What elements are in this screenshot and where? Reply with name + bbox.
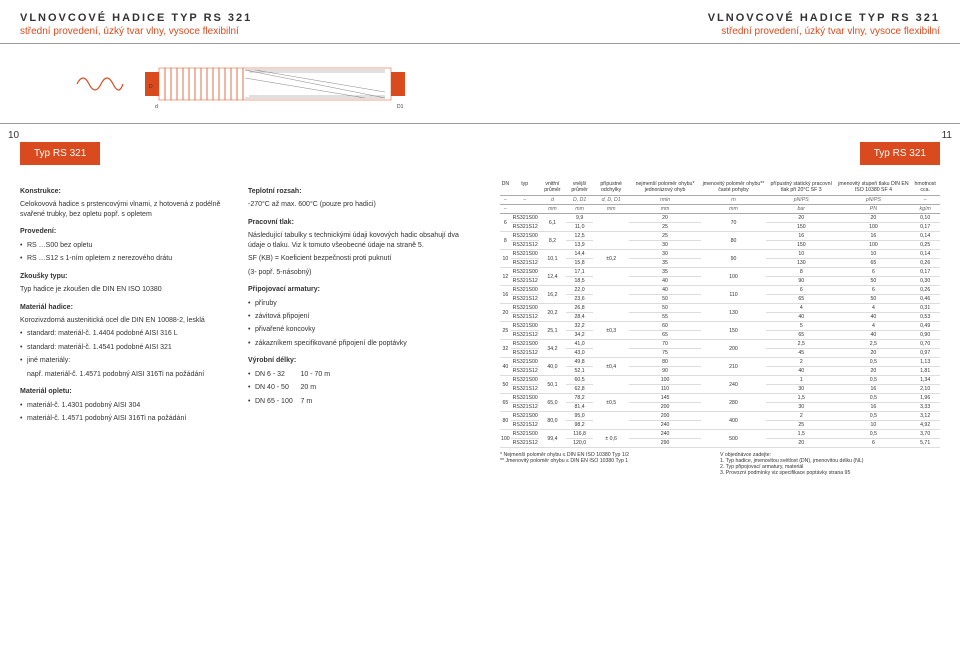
spec-table-wrap: DN typ vnitřní průměr vnější průměr příp… [480,179,960,476]
provedeni-b2: RS …S12 s 1-ním opletem z nerezového drá… [20,254,232,263]
th-vnejsi: vnější průměr [566,179,593,196]
pracovni-text: Následující tabulky s technickými údaji … [248,231,460,250]
page-number-right: 11 [942,130,952,141]
pripoj-b1: příruby [248,299,460,308]
page-number-left: 10 [8,130,19,141]
mat-opletu-b2: materiál-č. 1.4571 podobný AISI 316Ti na… [20,414,232,423]
table-row: 65RS321S0065,078,2±0,51452801,50,51,96 [500,394,940,403]
spec-table: DN typ vnitřní průměr vnější průměr příp… [500,179,940,448]
zkousky-text: Typ hadice je zkoušen dle DIN EN ISO 103… [20,285,232,294]
vyrobni-b1b: 10 - 70 m [301,371,331,378]
konstrukce-text: Celokovová hadice s prstencovými vlnami,… [20,200,232,219]
th-typ: typ [511,179,539,196]
mat-hadice-b2: standard: materiál-č. 1.4541 podobné AIS… [20,343,232,352]
table-row: 16RS321S0016,222,040110660,26 [500,286,940,295]
table-row: 40RS321S0040,049,8±0,48021020,51,13 [500,358,940,367]
table-row: 32RS321S0034,241,0702002,52,50,70 [500,340,940,349]
konstrukce-title: Konstrukce: [20,187,232,196]
svg-text:D1: D1 [397,104,404,110]
th-odchylky: přípustné odchylky [593,179,629,196]
th-nejm: nejmenší poloměr ohybu* jednorázový ohyb [629,179,701,196]
pracovni-text2: SF (KB) = Koeficient bezpečnosti proti p… [248,254,460,263]
th-vnitrni: vnitřní průměr [539,179,566,196]
th-jmen: jmenovitý poloměr ohybu** časté pohyby [701,179,766,196]
table-row: 20RS321S0020,226,850130440,31 [500,304,940,313]
diagram-band-left: D d D1 [0,44,480,124]
pracovni-title: Pracovní tlak: [248,218,460,227]
hose-diagram: D d D1 [145,58,405,110]
header-sub: střední provedení, úzký tvar vlny, vysoc… [20,26,460,37]
table-row: 25RS321S0025,132,2±0,360150540,49 [500,322,940,331]
mat-hadice-b1: standard: materiál-č. 1.4404 podobné AIS… [20,329,232,338]
page-right: VLNOVCOVÉ HADICE TYP RS 321 střední prov… [480,0,960,654]
vyrobni-b3a: DN 65 - 100 [255,398,293,405]
header-sub-r: střední provedení, úzký tvar vlny, vysoc… [500,26,940,37]
svg-text:d: d [155,104,158,110]
zkousky-title: Zkoušky typu: [20,272,232,281]
table-row: 100RS321S0099,4116,8± 0,62405001,50,53,7… [500,430,940,439]
table-row: 80RS321S0080,095,020040020,53,12 [500,412,940,421]
provedeni-title: Provedení: [20,227,232,236]
table-row: 12RS321S0012,417,135100860,17 [500,268,940,277]
text-columns: Konstrukce: Celokovová hadice s prstenco… [0,179,480,427]
table-row: 8RS321S008,212,5258016160,14 [500,232,940,241]
table-row: 10RS321S0010,114,4±0,2309010100,14 [500,250,940,259]
th-stat: přípustný statický pracovní tlak při 20°… [766,179,836,196]
vyrobni-b2a: DN 40 - 50 [255,384,289,391]
mat-hadice-text: Korozivzdorná austenitická ocel dle DIN … [20,316,232,325]
pripoj-b4: zákazníkem specifikované připojení dle p… [248,339,460,348]
page-left: VLNOVCOVÉ HADICE TYP RS 321 střední prov… [0,0,480,654]
wave-icon [75,70,125,98]
type-badge-left: Typ RS 321 [20,142,100,165]
th-hm: hmotnost cca. [910,179,940,196]
table-row: 50RS321S0050,160,510024010,51,34 [500,376,940,385]
header-title-r: VLNOVCOVÉ HADICE TYP RS 321 [500,12,940,24]
provedeni-b1: RS …S00 bez opletu [20,241,232,250]
vyrobni-b1a: DN 6 - 32 [255,371,285,378]
foot-left2: ** Jmenovitý poloměr ohybu ≤ DIN EN ISO … [500,458,720,464]
pripoj-b2: závitová připojení [248,312,460,321]
th-stup: jmenovitý stupeň tlaku DIN EN ISO 10380 … [837,179,911,196]
header-title: VLNOVCOVÉ HADICE TYP RS 321 [20,12,460,24]
vyrobni-title: Výrobní délky: [248,356,460,365]
teplotni-text: -270°C až max. 600°C (pouze pro hadici) [248,200,460,209]
pripoj-title: Připojovací armatury: [248,285,460,294]
footnotes: * Nejmenší poloměr ohybu ≤ DIN EN ISO 10… [500,452,940,476]
header-left: VLNOVCOVÉ HADICE TYP RS 321 střední prov… [0,0,480,44]
diagram-band-right [480,44,960,124]
mat-opletu-b1: materiál-č. 1.4301 podobný AISI 304 [20,401,232,410]
mat-hadice-b3b: např. materiál-č. 1.4571 podobný AISI 31… [20,370,232,379]
vyrobni-b3b: 7 m [301,398,313,405]
svg-text:D: D [149,84,153,90]
mat-opletu-title: Materiál opletu: [20,387,232,396]
mat-hadice-title: Materiál hadice: [20,303,232,312]
pracovni-text3: (3- popř. 5-násobný) [248,268,460,277]
teplotni-title: Teplotní rozsah: [248,187,460,196]
type-badge-right: Typ RS 321 [860,142,940,165]
pripoj-b3: přivařené koncovky [248,325,460,334]
vyrobni-b2b: 20 m [301,384,317,391]
foot-right-3: 3. Provozní podmínky viz specifikace pop… [720,470,940,476]
mat-hadice-b3: jiné materiály: [20,356,232,365]
table-row: 6RS321S006,19,9207020200,10 [500,214,940,223]
header-right: VLNOVCOVÉ HADICE TYP RS 321 střední prov… [480,0,960,44]
th-dn: DN [500,179,511,196]
